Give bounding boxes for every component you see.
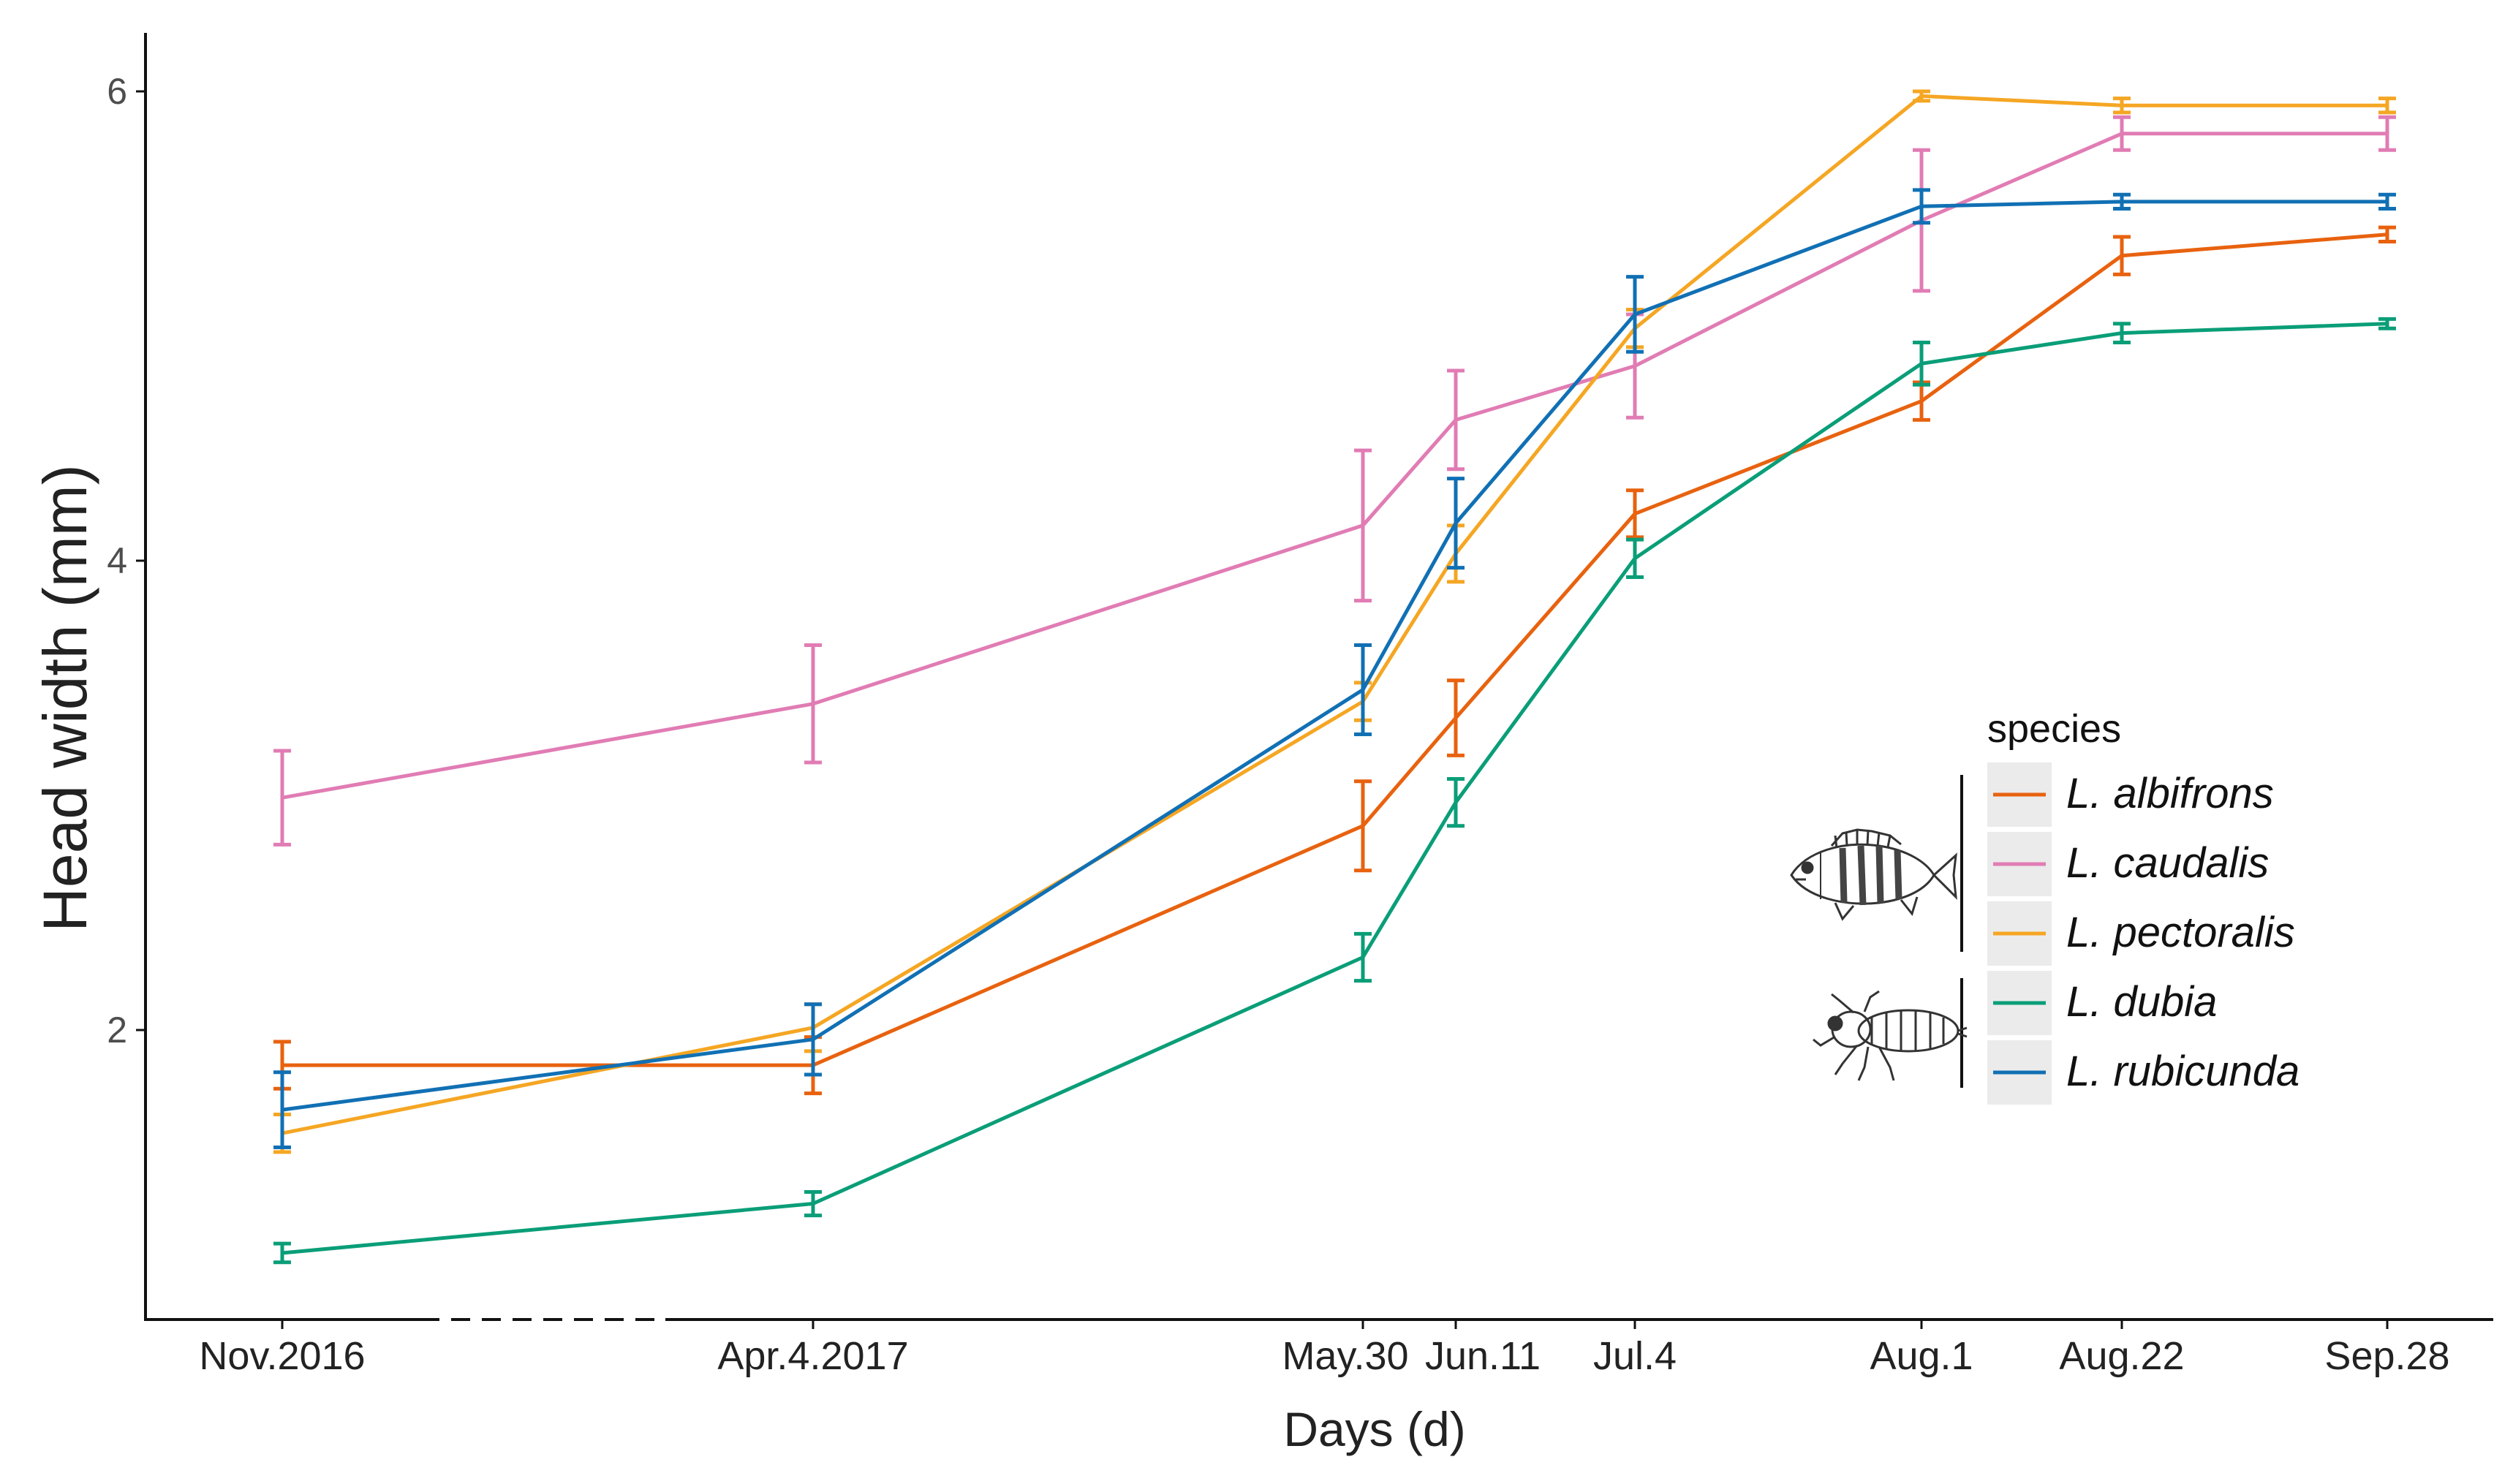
legend-title: species (1987, 707, 2121, 751)
legend-entry: L. pectoralis (1987, 901, 2295, 966)
series-layer (273, 89, 2396, 1265)
error-bar (1354, 643, 1372, 737)
series-l-rubicunda (273, 188, 2396, 1149)
x-tick-label: Apr.4.2017 (717, 1334, 908, 1378)
error-bar (804, 643, 822, 765)
legend-label: L. pectoralis (2066, 909, 2295, 956)
error-bar (1447, 777, 1465, 828)
y-tick-label: 6 (107, 71, 127, 112)
x-tick-label: Aug.1 (1870, 1334, 1973, 1378)
error-bar (2378, 317, 2396, 330)
error-bar (2113, 322, 2131, 344)
error-bar (1913, 380, 1930, 422)
legend-label: L. caudalis (2066, 839, 2269, 887)
x-ticks: Nov.2016 Apr.4.2017 May.30 Jun.11 Jul.4 … (199, 1320, 2450, 1378)
series-line (282, 232, 2388, 1067)
error-bar (273, 749, 291, 847)
legend-entry: L. caudalis (1987, 832, 2269, 896)
error-bar (1354, 931, 1372, 983)
x-tick-label: Aug.22 (2059, 1334, 2184, 1378)
series-line (281, 132, 2387, 800)
legend-entry: L. dubia (1987, 971, 2217, 1035)
x-axis-title: Days (d) (1283, 1402, 1465, 1456)
error-bar (1447, 477, 1465, 570)
legend-label: L. dubia (2066, 978, 2217, 1026)
x-tick-label: Sep.28 (2324, 1334, 2449, 1378)
x-tick-label: Nov.2016 (199, 1334, 365, 1378)
y-axis-title: Head width (mm) (31, 464, 99, 931)
error-bar (1913, 340, 1930, 387)
error-bar (1447, 678, 1465, 757)
series-line (281, 200, 2387, 1112)
error-bar (2113, 192, 2131, 211)
legend-label: L. albifrons (2066, 770, 2274, 817)
error-bar (1913, 89, 1930, 103)
y-ticks: 2 4 6 (107, 71, 146, 1050)
error-bar (804, 1002, 822, 1077)
y-tick-label: 4 (107, 540, 127, 581)
error-bar (273, 1070, 291, 1149)
series-l-dubia (273, 317, 2396, 1265)
x-tick-label: May.30 (1282, 1334, 1408, 1378)
x-tick-label: Jul.4 (1593, 1334, 1677, 1378)
dragonfly-larva-icon (1813, 990, 1968, 1081)
error-bar (2113, 115, 2131, 152)
series-line (281, 322, 2388, 1255)
perch-fish-icon (1790, 828, 1957, 921)
legend-entry: L. rubicunda (1987, 1040, 2300, 1105)
error-bar (2378, 96, 2396, 115)
error-bar (2113, 96, 2131, 115)
error-bar (1913, 188, 1930, 225)
legend-label: L. rubicunda (2066, 1048, 2300, 1095)
legend: species L. albifrons L. caudalis L. pector… (1790, 707, 2300, 1105)
error-bar (1354, 448, 1372, 603)
series-l-caudalis (273, 115, 2396, 847)
series-l-albifrons (273, 225, 2396, 1096)
error-bar (1626, 488, 1644, 540)
legend-entry: L. albifrons (1987, 762, 2274, 827)
error-bar (2378, 192, 2396, 211)
error-bar (2113, 235, 2131, 276)
error-bar (1626, 275, 1644, 354)
error-bar (273, 1241, 291, 1265)
error-bar (2378, 115, 2396, 152)
error-bar (1626, 537, 1644, 579)
legend-entries: L. albifrons L. caudalis L. pectoralis L. d… (1987, 762, 2300, 1105)
error-bar (1447, 368, 1465, 472)
x-tick-label: Jun.11 (1425, 1334, 1541, 1378)
error-bar (2378, 225, 2396, 243)
error-bar (804, 1189, 822, 1218)
error-bar (1354, 779, 1372, 873)
y-tick-label: 2 (107, 1010, 127, 1050)
series-line (281, 94, 2387, 1135)
